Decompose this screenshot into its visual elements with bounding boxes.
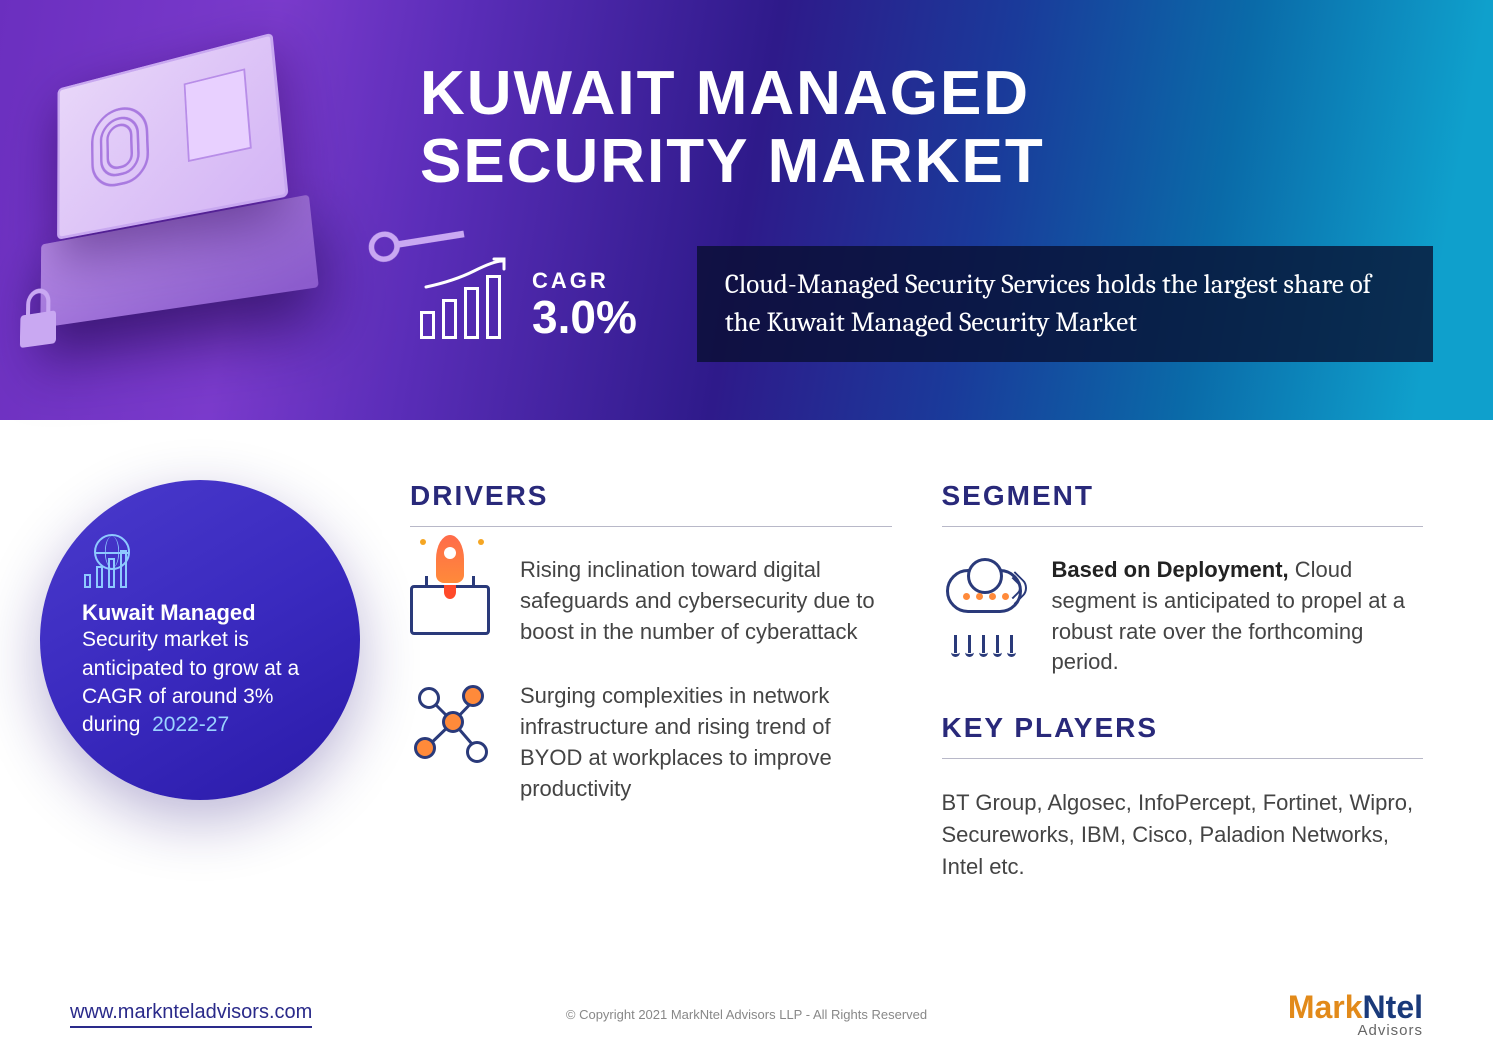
cloud-network-icon	[942, 555, 1026, 639]
growth-chart-icon	[420, 269, 510, 339]
hero-banner: KUWAIT MANAGED SECURITY MARKET CAGR 3.0%…	[0, 0, 1493, 420]
hero-title-line2: SECURITY MARKET	[420, 127, 1045, 196]
laptop-illustration	[57, 3, 438, 373]
lock-icon	[20, 293, 56, 348]
cagr-row: CAGR 3.0% Cloud-Managed Security Service…	[420, 246, 1433, 362]
doc-icon	[184, 68, 252, 162]
segment-item: Based on Deployment, Cloud segment is an…	[942, 555, 1424, 678]
fingerprint-icon	[91, 101, 150, 191]
circle-years: 2022-27	[152, 713, 229, 736]
segment-text: Based on Deployment, Cloud segment is an…	[1052, 555, 1424, 678]
driver-item: Surging complexities in network infrastr…	[410, 681, 892, 804]
hero-callout: Cloud-Managed Security Services holds th…	[697, 246, 1433, 362]
segment-lead: Based on Deployment,	[1052, 557, 1289, 582]
players-heading: KEY PLAYERS	[942, 712, 1424, 759]
players-list: BT Group, Algosec, InfoPercept, Fortinet…	[942, 787, 1424, 883]
network-people-icon	[410, 681, 494, 765]
content-row: Kuwait Managed Security market is antici…	[0, 420, 1493, 913]
segment-heading: SEGMENT	[942, 480, 1424, 527]
hero-title-line1: KUWAIT MANAGED	[420, 59, 1030, 128]
logo-part2: Ntel	[1363, 989, 1423, 1025]
segment-column: SEGMENT Based on Deployment, Cloud segme…	[942, 480, 1424, 883]
globe-chart-icon	[82, 540, 142, 588]
driver-text-1: Rising inclination toward digital safegu…	[520, 555, 892, 647]
cagr-value: 3.0%	[532, 294, 637, 340]
hero-title: KUWAIT MANAGED SECURITY MARKET	[420, 60, 1433, 196]
cagr-block: CAGR 3.0%	[420, 268, 637, 340]
rocket-icon	[410, 555, 494, 639]
brand-logo: MarkNtel Advisors	[1288, 989, 1423, 1039]
drivers-heading: DRIVERS	[410, 480, 892, 527]
footer: www.marknteladvisors.com © Copyright 202…	[0, 989, 1493, 1039]
website-url: www.marknteladvisors.com	[70, 1001, 312, 1028]
circle-body: Security market is anticipated to grow a…	[82, 628, 299, 736]
circle-stat: Kuwait Managed Security market is antici…	[40, 480, 360, 800]
logo-part1: Mark	[1288, 989, 1363, 1025]
copyright-text: © Copyright 2021 MarkNtel Advisors LLP -…	[566, 1007, 927, 1022]
circle-title: Kuwait Managed	[82, 600, 256, 625]
driver-item: Rising inclination toward digital safegu…	[410, 555, 892, 647]
drivers-column: DRIVERS Rising inclination toward digita…	[410, 480, 892, 839]
driver-text-2: Surging complexities in network infrastr…	[520, 681, 892, 804]
